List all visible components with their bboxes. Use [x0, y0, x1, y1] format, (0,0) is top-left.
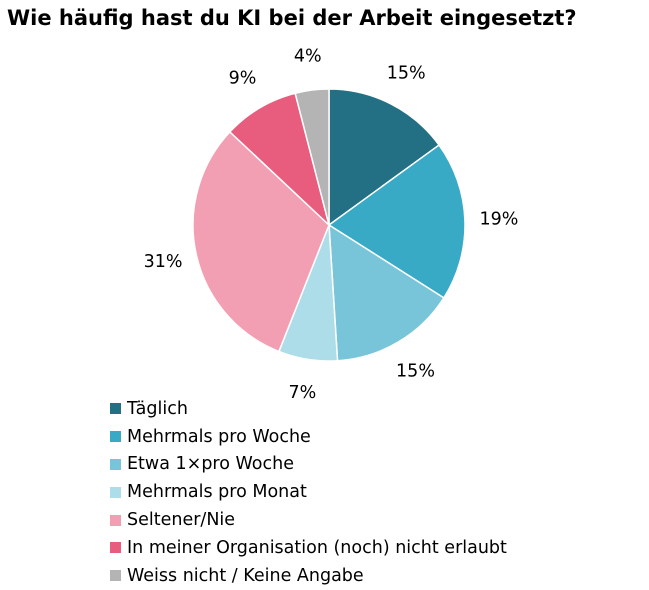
slice-percent-label: 7% [289, 383, 317, 403]
slice-percent-label: 15% [396, 361, 435, 381]
legend-item: In meiner Organisation (noch) nicht erla… [110, 534, 507, 562]
legend-label: Mehrmals pro Monat [127, 482, 307, 503]
legend-swatch [110, 570, 121, 582]
legend-swatch [110, 458, 121, 470]
legend-label: Mehrmals pro Woche [127, 426, 311, 447]
slice-percent-label: 4% [294, 46, 322, 66]
legend: Täglich Mehrmals pro Woche Etwa 1×pro Woch… [110, 395, 507, 590]
legend-item: Weiss nicht / Keine Angabe [110, 562, 507, 590]
legend-item: Mehrmals pro Woche [110, 423, 507, 451]
legend-label: Täglich [127, 398, 188, 419]
legend-label: Weiss nicht / Keine Angabe [127, 565, 364, 586]
chart-title: Wie häufig hast du KI bei der Arbeit ein… [7, 6, 577, 30]
pie-slice [328, 88, 441, 227]
legend-swatch [110, 403, 121, 415]
legend-item: Etwa 1×pro Woche [110, 451, 507, 479]
pie-slice [192, 130, 330, 353]
legend-swatch [110, 486, 121, 498]
slice-percent-label: 19% [479, 210, 518, 230]
legend-item: Seltener/Nie [110, 506, 507, 534]
legend-swatch [110, 431, 121, 443]
legend-label: Etwa 1×pro Woche [127, 454, 294, 475]
pie-slice [327, 144, 466, 299]
pie-slice [328, 223, 445, 362]
legend-item: Mehrmals pro Monat [110, 478, 507, 506]
legend-swatch [110, 514, 121, 526]
slice-percent-label: 9% [229, 69, 257, 89]
legend-label: Seltener/Nie [127, 510, 236, 531]
legend-label: In meiner Organisation (noch) nicht erla… [127, 537, 507, 558]
legend-item: Täglich [110, 395, 507, 423]
slice-percent-label: 31% [144, 252, 183, 272]
slice-percent-label: 15% [387, 64, 426, 84]
pie-slice [294, 88, 330, 226]
legend-swatch [110, 542, 121, 554]
